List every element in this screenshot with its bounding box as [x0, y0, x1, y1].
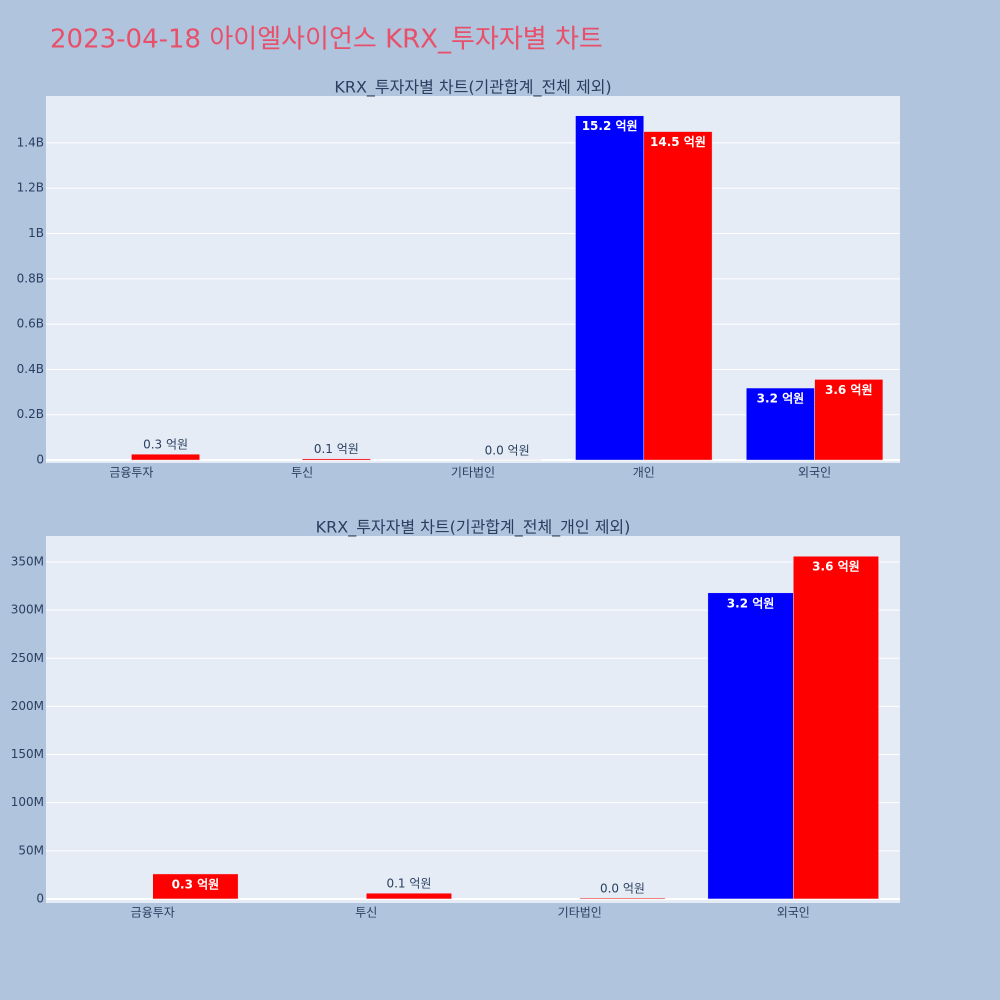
- x-tick-label: 기타법인: [451, 466, 495, 480]
- y-tick-label: 150M: [11, 747, 44, 761]
- value-label: 0.0 억원: [485, 443, 530, 457]
- bar: [131, 453, 200, 461]
- value-label: 3.6 억원: [825, 383, 873, 397]
- value-label: 3.2 억원: [727, 596, 775, 610]
- y-tick-label: 0: [36, 891, 44, 905]
- x-tick-label: 투신: [291, 466, 313, 480]
- y-tick-label: 0.8B: [17, 271, 44, 285]
- y-tick-label: 50M: [18, 843, 44, 857]
- y-tick-label: 0.2B: [17, 407, 44, 421]
- x-tick-label: 기타법인: [558, 906, 602, 920]
- value-label: 14.5 억원: [650, 135, 706, 149]
- x-tick-label: 외국인: [777, 906, 810, 920]
- value-label: 0.1 억원: [386, 877, 431, 891]
- y-tick-label: 1B: [28, 226, 44, 240]
- value-label: 3.6 억원: [812, 560, 860, 574]
- y-tick-label: 0: [36, 453, 44, 467]
- y-tick-label: 1.4B: [17, 135, 44, 149]
- bar: [301, 458, 371, 461]
- y-tick-label: 300M: [11, 603, 44, 617]
- x-tick-label: 투신: [355, 906, 377, 920]
- y-tick-label: 0.6B: [17, 317, 44, 331]
- y-tick-label: 1.2B: [17, 181, 44, 195]
- bar: [579, 897, 666, 900]
- x-tick-label: 외국인: [798, 466, 831, 480]
- bar: [707, 592, 794, 900]
- x-tick-label: 금융투자: [109, 466, 153, 480]
- bar: [643, 131, 713, 461]
- value-label: 0.3 억원: [143, 438, 188, 452]
- chart-title: KRX_투자자별 차트(기관합계_전체_개인 제외): [316, 518, 631, 538]
- bar: [366, 892, 452, 900]
- bar: [575, 115, 645, 461]
- x-tick-label: 금융투자: [131, 906, 175, 920]
- page-title: 2023-04-18 아이엘사이언스 KRX_투자자별 차트: [50, 25, 603, 55]
- y-tick-label: 0.4B: [17, 362, 44, 376]
- value-label: 0.0 억원: [600, 881, 645, 895]
- bar: [814, 379, 884, 461]
- y-tick-label: 200M: [11, 699, 44, 713]
- value-label: 0.1 억원: [314, 442, 359, 456]
- y-tick-label: 250M: [11, 651, 44, 665]
- chart-title: KRX_투자자별 차트(기관합계_전체 제외): [334, 78, 611, 98]
- bar: [152, 873, 239, 900]
- value-label: 3.2 억원: [757, 392, 805, 406]
- bar: [793, 555, 879, 900]
- value-label: 15.2 억원: [582, 119, 638, 133]
- x-tick-label: 개인: [633, 466, 655, 480]
- y-tick-label: 100M: [11, 795, 44, 809]
- value-label: 0.3 억원: [172, 877, 220, 891]
- y-tick-label: 350M: [11, 554, 44, 568]
